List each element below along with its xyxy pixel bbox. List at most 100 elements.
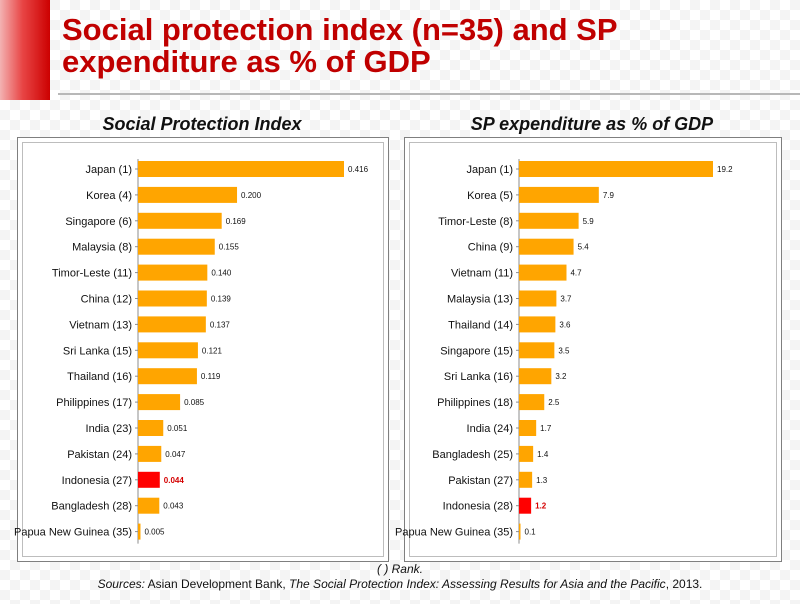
value-label-vietnam-11: 4.7 [570, 269, 582, 278]
value-label-philippines-17: 0.085 [184, 398, 205, 407]
bar-pakistan-24 [138, 445, 162, 462]
source-text-1: Asian Development Bank, [144, 577, 290, 591]
chart-panel-spi: Japan (1) 0.416 Korea (4) 0.200 Singapore (6… [14, 137, 389, 562]
category-label-sri-lanka-16: Sri Lanka (16) [444, 371, 513, 383]
category-label-thailand-16: Thailand (16) [67, 371, 132, 383]
value-label-china-9: 5.4 [578, 243, 590, 252]
value-label-pakistan-27: 1.3 [536, 476, 548, 485]
red-accent-bar [0, 0, 50, 100]
source-title: The Social Protection Index: Assessing R… [289, 577, 666, 591]
category-label-korea-4: Korea (4) [86, 190, 132, 202]
category-label-papua-new-guinea-35: Papua New Guinea (35) [395, 527, 513, 539]
value-label-indonesia-27: 0.044 [164, 476, 185, 485]
bar-bangladesh-28 [138, 497, 160, 514]
value-label-vietnam-13: 0.137 [210, 320, 231, 329]
value-label-korea-5: 7.9 [603, 191, 615, 200]
value-label-bangladesh-28: 0.043 [163, 502, 184, 511]
value-label-sri-lanka-15: 0.121 [202, 346, 223, 355]
bar-sri-lanka-15 [138, 342, 198, 359]
bar-philippines-18 [519, 394, 545, 411]
category-label-vietnam-11: Vietnam (11) [451, 268, 513, 280]
value-label-japan-1: 0.416 [348, 165, 369, 174]
value-label-sri-lanka-16: 3.2 [555, 372, 567, 381]
category-label-malaysia-8: Malaysia (8) [72, 242, 132, 254]
bar-malaysia-13 [519, 290, 557, 307]
category-label-philippines-17: Philippines (17) [56, 397, 132, 409]
category-label-bangladesh-25: Bangladesh (25) [432, 449, 513, 461]
category-label-china-9: China (9) [468, 242, 513, 254]
value-label-india-23: 0.051 [167, 424, 188, 433]
value-label-timor-leste-8: 5.9 [583, 217, 595, 226]
value-label-philippines-18: 2.5 [548, 398, 560, 407]
bar-thailand-16 [138, 368, 197, 385]
category-label-indonesia-28: Indonesia (28) [443, 501, 513, 513]
category-label-singapore-6: Singapore (6) [65, 216, 132, 228]
value-label-pakistan-24: 0.047 [165, 450, 186, 459]
category-label-japan-1: Japan (1) [467, 164, 513, 176]
value-label-singapore-6: 0.169 [226, 217, 247, 226]
category-label-malaysia-13: Malaysia (13) [447, 294, 513, 306]
value-label-malaysia-8: 0.155 [219, 243, 240, 252]
bar-sri-lanka-16 [519, 368, 552, 385]
chart-plot-area [409, 142, 777, 557]
bar-pakistan-27 [519, 471, 533, 488]
rank-note: ( ) Rank. [376, 562, 423, 576]
bar-china-9 [519, 238, 574, 255]
value-label-japan-1: 19.2 [717, 165, 733, 174]
category-label-pakistan-27: Pakistan (27) [448, 475, 513, 487]
value-label-papua-new-guinea-35: 0.005 [144, 528, 165, 537]
category-label-indonesia-27: Indonesia (27) [62, 475, 132, 487]
bar-china-12 [138, 290, 207, 307]
category-label-india-23: India (23) [86, 423, 132, 435]
bar-indonesia-28 [519, 497, 532, 514]
chart-sp-expenditure: Japan (1) 19.2 Korea (5) 7.9 Timor-Leste (8)… [395, 159, 733, 544]
source-label: Sources: [97, 577, 145, 591]
bar-thailand-14 [519, 316, 556, 333]
bar-timor-leste-8 [519, 212, 579, 229]
value-label-korea-4: 0.200 [241, 191, 262, 200]
bar-korea-5 [519, 186, 599, 203]
category-label-japan-1: Japan (1) [86, 164, 132, 176]
category-label-timor-leste-8: Timor-Leste (8) [438, 216, 513, 228]
category-label-india-24: India (24) [467, 423, 513, 435]
category-label-timor-leste-11: Timor-Leste (11) [52, 268, 132, 280]
category-label-pakistan-24: Pakistan (24) [67, 449, 132, 461]
category-label-vietnam-13: Vietnam (13) [69, 319, 132, 331]
bar-vietnam-11 [519, 264, 567, 281]
source-text-2: , 2013. [665, 577, 703, 591]
bar-singapore-15 [519, 342, 555, 359]
chart-plot-area [22, 142, 384, 557]
bar-papua-new-guinea-35 [138, 523, 141, 540]
slide-title: Social protection index (n=35) and SP ex… [62, 12, 617, 79]
value-label-indonesia-28: 1.2 [535, 502, 547, 511]
value-label-malaysia-13: 3.7 [560, 295, 572, 304]
bar-indonesia-27 [138, 471, 160, 488]
value-label-thailand-16: 0.119 [201, 372, 221, 381]
title-divider [58, 93, 800, 95]
bar-papua-new-guinea-35 [519, 523, 521, 540]
value-label-singapore-15: 3.5 [558, 346, 570, 355]
category-label-singapore-15: Singapore (15) [440, 345, 513, 357]
value-label-china-12: 0.139 [211, 295, 232, 304]
bar-japan-1 [519, 161, 713, 177]
bar-timor-leste-11 [138, 264, 208, 281]
value-label-india-24: 1.7 [540, 424, 552, 433]
value-label-bangladesh-25: 1.4 [537, 450, 549, 459]
category-label-sri-lanka-15: Sri Lanka (15) [63, 345, 132, 357]
category-label-bangladesh-28: Bangladesh (28) [51, 501, 132, 513]
value-label-papua-new-guinea-35: 0.1 [525, 528, 537, 537]
chart-spi: Japan (1) 0.416 Korea (4) 0.200 Singapore (6… [14, 159, 369, 544]
value-label-thailand-14: 3.6 [559, 320, 571, 329]
bar-india-23 [138, 420, 164, 436]
category-label-korea-5: Korea (5) [467, 190, 513, 202]
bar-bangladesh-25 [519, 445, 534, 462]
bar-vietnam-13 [138, 316, 206, 333]
bar-korea-4 [138, 186, 238, 203]
category-label-philippines-18: Philippines (18) [437, 397, 513, 409]
category-label-papua-new-guinea-35: Papua New Guinea (35) [14, 527, 132, 539]
bar-malaysia-8 [138, 238, 215, 255]
category-label-china-12: China (12) [81, 294, 132, 306]
bar-singapore-6 [138, 212, 222, 229]
value-label-timor-leste-11: 0.140 [211, 269, 232, 278]
source-citation: Sources: Asian Development Bank, The Soc… [0, 577, 800, 591]
